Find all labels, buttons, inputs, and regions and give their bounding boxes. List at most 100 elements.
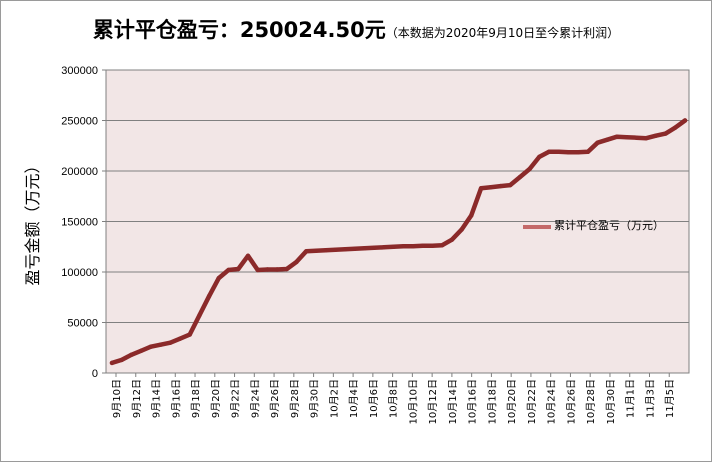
data-point (508, 182, 513, 188)
data-point (342, 247, 348, 252)
data-point (333, 247, 338, 252)
chart-title: 累计平仓盈亏：250024.50元（本数据为2020年9月10日至今累计利润） (0, 14, 712, 44)
data-point (352, 246, 357, 251)
data-point (236, 266, 241, 272)
data-point (401, 244, 406, 249)
chart-title-note: （本数据为2020年9月10日至今累计利润） (385, 26, 620, 40)
data-point (206, 294, 212, 299)
x-tick-label: 9月22日 (230, 379, 242, 418)
x-tick-label: 10月26日 (565, 379, 577, 424)
x-tick-label: 11月5日 (664, 379, 676, 418)
data-point (148, 344, 153, 349)
x-tick-label: 9月26日 (269, 379, 281, 418)
data-point (459, 227, 464, 232)
x-tick-label: 9月14日 (151, 379, 163, 418)
x-tick-label: 10月16日 (467, 379, 479, 424)
y-tick-label: 50000 (67, 318, 98, 330)
data-point (109, 360, 115, 366)
data-point (663, 131, 668, 136)
data-point (546, 149, 552, 154)
y-tick-label: 300000 (61, 65, 98, 77)
data-point (644, 136, 649, 141)
x-tick-label: 10月14日 (447, 379, 459, 424)
data-point (381, 245, 387, 250)
x-tick-label: 9月30日 (309, 379, 321, 418)
data-point (391, 244, 396, 249)
data-point (323, 248, 328, 253)
data-point (158, 342, 163, 347)
x-tick-label: 10月28日 (585, 379, 597, 424)
x-tick-label: 11月3日 (644, 379, 656, 418)
data-point (119, 357, 124, 363)
x-tick-label: 10月12日 (427, 379, 439, 424)
data-point (265, 267, 270, 272)
data-point (129, 352, 134, 357)
data-point (576, 150, 581, 155)
data-point (216, 275, 221, 281)
x-tick-label: 9月12日 (131, 379, 143, 418)
data-point (469, 213, 474, 218)
legend-label: 累计平仓盈亏（万元） (554, 218, 664, 232)
x-tick-label: 10月10日 (407, 379, 419, 424)
data-point (624, 135, 629, 140)
data-point (440, 243, 445, 248)
y-tick-label: 200000 (61, 166, 98, 178)
data-point (566, 150, 571, 155)
data-point (410, 244, 416, 249)
data-point (138, 348, 144, 353)
x-tick-label: 10月20日 (506, 379, 518, 424)
data-point (430, 243, 435, 248)
data-point (614, 134, 620, 139)
x-tick-label: 10月18日 (486, 379, 498, 424)
data-point (284, 266, 289, 272)
y-axis-title: 盈亏金额（万元） (23, 157, 42, 285)
data-point (313, 248, 319, 253)
data-point (245, 253, 251, 258)
data-point (362, 246, 367, 251)
x-tick-label: 10月22日 (526, 379, 538, 424)
data-point (682, 118, 688, 123)
x-tick-label: 10月24日 (546, 379, 558, 424)
data-point (478, 186, 484, 191)
data-point (304, 249, 309, 254)
data-point (226, 267, 231, 273)
data-point (449, 237, 455, 242)
x-tick-label: 9月20日 (210, 379, 222, 418)
x-tick-label: 10月2日 (328, 379, 340, 418)
data-point (274, 267, 280, 272)
data-point (488, 185, 493, 190)
data-point (556, 149, 561, 154)
data-point (537, 154, 542, 160)
data-point (498, 183, 503, 189)
data-point (673, 125, 678, 130)
data-point (527, 166, 532, 172)
data-point (255, 267, 260, 273)
x-tick-label: 9月10日 (111, 379, 123, 418)
data-point (585, 149, 591, 154)
chart-title-main: 累计平仓盈亏：250024.50元 (92, 18, 386, 42)
y-tick-label: 100000 (61, 267, 98, 279)
x-tick-label: 9月16日 (170, 379, 182, 418)
data-point (595, 140, 600, 145)
data-point (197, 313, 202, 318)
data-point (177, 336, 183, 341)
series-line (109, 118, 688, 366)
data-point (517, 174, 523, 180)
x-tick-label: 10月30日 (605, 379, 617, 424)
data-point (653, 133, 659, 138)
x-tick-label: 10月4日 (348, 379, 360, 418)
x-tick-label: 11月1日 (625, 379, 637, 418)
x-tick-label: 10月8日 (388, 379, 400, 418)
x-tick-label: 9月18日 (190, 379, 202, 418)
x-tick-label: 9月24日 (249, 379, 261, 418)
data-point (294, 259, 299, 265)
data-point (420, 243, 425, 248)
x-tick-label: 9月28日 (289, 379, 301, 418)
y-tick-label: 150000 (61, 217, 98, 229)
data-point (168, 340, 173, 345)
data-point (372, 245, 377, 250)
data-point (605, 137, 610, 142)
y-tick-label: 250000 (61, 116, 98, 128)
data-point (187, 332, 192, 337)
